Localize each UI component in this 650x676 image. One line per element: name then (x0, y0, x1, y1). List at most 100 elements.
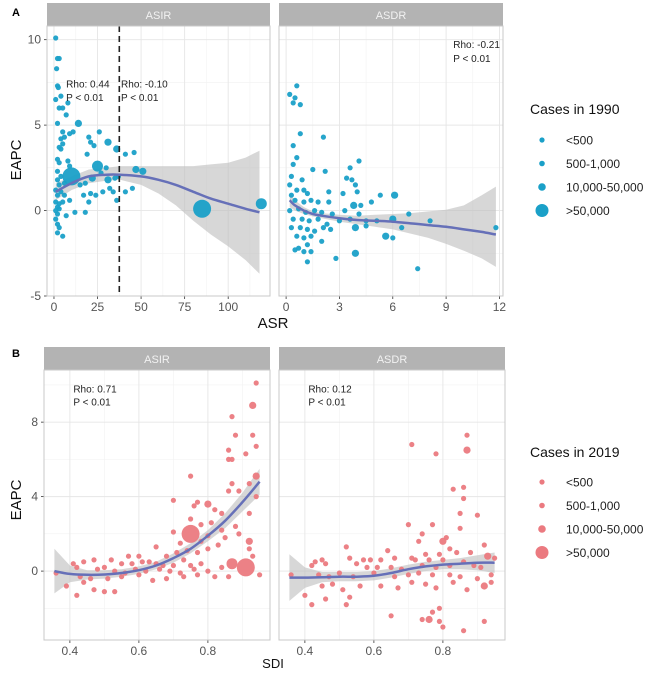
x-tick-label: 12 (493, 300, 507, 314)
data-point (319, 238, 325, 244)
data-point (349, 177, 355, 183)
x-tick-label: 25 (91, 300, 105, 314)
legend-item-label: <500 (566, 476, 593, 490)
data-point (56, 182, 62, 188)
data-point (378, 557, 384, 563)
data-point (170, 562, 176, 569)
data-point (139, 559, 145, 565)
data-point (146, 559, 152, 565)
data-point (177, 570, 183, 576)
data-point (215, 542, 221, 548)
y-axis-title-a: EAPC (8, 139, 25, 180)
data-point (436, 551, 442, 557)
data-point (74, 592, 80, 598)
data-point (177, 540, 183, 546)
data-point (461, 628, 467, 634)
data-point (74, 564, 80, 571)
x-tick-label: 0.4 (62, 644, 79, 658)
legend-cases-1990: Cases in 1990 <500 500-1,000 10,000-50,000… (530, 101, 644, 218)
data-point (294, 155, 300, 161)
data-point (457, 525, 463, 531)
data-point (93, 192, 99, 198)
smooth-fit-line (55, 173, 260, 214)
data-point (70, 129, 76, 135)
data-point (484, 552, 492, 560)
data-point (136, 572, 142, 578)
data-point (309, 562, 315, 569)
data-point (246, 481, 252, 487)
data-point (297, 225, 303, 231)
data-point (352, 182, 358, 188)
data-point (191, 566, 197, 572)
data-point (67, 163, 73, 169)
y-axis-title-b: EAPC (8, 479, 25, 520)
data-point (208, 520, 214, 526)
data-point (287, 208, 293, 214)
data-point (382, 232, 390, 240)
x-tick-label: 100 (218, 300, 238, 314)
data-point (447, 572, 453, 578)
data-point (104, 176, 112, 184)
data-point (236, 558, 255, 577)
data-point (91, 143, 97, 149)
data-point (344, 175, 350, 181)
data-point (70, 561, 76, 567)
data-point (323, 596, 329, 602)
data-point (329, 581, 336, 587)
data-point (395, 585, 401, 591)
data-point (377, 192, 383, 198)
data-point (61, 134, 67, 140)
data-point (312, 208, 318, 214)
data-point (188, 562, 194, 569)
y-tick-label: 0 (34, 204, 41, 218)
data-point (320, 225, 326, 231)
data-point (461, 484, 467, 490)
data-point (302, 592, 308, 598)
smooth-fit-line (54, 480, 261, 577)
data-point (299, 216, 305, 222)
smooth-fit-line (289, 561, 495, 579)
data-point (315, 216, 321, 222)
data-point (360, 557, 367, 563)
data-point (226, 447, 232, 453)
legend-cases-2019: Cases in 2019 <500 500-1,000 10,000-50,000… (530, 444, 644, 560)
x-tick-label: 75 (178, 300, 192, 314)
x-tick-label: 50 (134, 300, 148, 314)
data-point (427, 218, 433, 224)
x-tick-label: 6 (389, 300, 396, 314)
x-axis-title-a: ASR (258, 315, 289, 332)
data-point (100, 189, 106, 195)
data-point (63, 112, 69, 118)
data-point (467, 549, 474, 556)
data-point (198, 561, 204, 567)
data-point (474, 576, 480, 582)
data-point (157, 566, 163, 572)
data-point (409, 579, 415, 585)
data-point (163, 576, 170, 582)
data-point (340, 587, 346, 593)
data-point (226, 574, 232, 580)
data-point (82, 209, 88, 215)
data-point (112, 589, 118, 595)
panel-tag-a: A (12, 7, 20, 19)
data-point (356, 211, 362, 217)
data-point (433, 451, 439, 457)
data-point (478, 564, 484, 571)
data-point (105, 576, 111, 582)
facet-strip (279, 347, 505, 370)
x-tick-label: 3 (336, 300, 343, 314)
data-point (354, 561, 360, 567)
data-point (294, 187, 300, 193)
data-point (429, 609, 436, 615)
data-point (416, 538, 422, 544)
data-point (236, 488, 242, 494)
correlation-annotation: Rho: -0.21 (453, 40, 500, 51)
data-point (356, 158, 362, 164)
facet-a-asir: 0 25 50 75 100 -5 0 5 10 Rho: 0.44 P < 0.01 Rho: -0… (28, 3, 271, 314)
data-point (322, 168, 328, 174)
data-point (436, 605, 442, 611)
data-point (423, 551, 429, 557)
data-point (193, 199, 212, 218)
data-point (54, 120, 61, 126)
